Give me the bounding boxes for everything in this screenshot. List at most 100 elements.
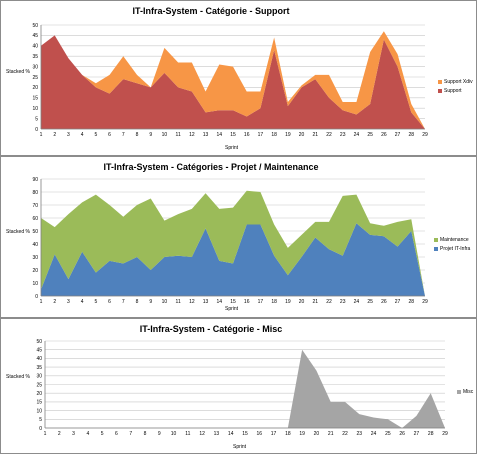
y-axis-label: Stacked % [6,374,30,380]
x-tick-label: 2 [58,431,61,437]
y-tick-label: 20 [32,85,38,91]
x-tick-label: 9 [149,132,152,138]
y-tick-label: 60 [32,216,38,222]
x-tick-label: 17 [258,132,264,138]
series-area-projet-it-infra [41,223,425,296]
x-tick-label: 22 [342,431,348,437]
x-tick-label: 9 [158,431,161,437]
x-tick-label: 29 [442,431,448,437]
x-tick-label: 29 [422,299,428,305]
x-tick-label: 21 [313,299,319,305]
y-tick-label: 40 [32,44,38,50]
x-tick-label: 7 [129,431,132,437]
x-tick-label: 3 [72,431,75,437]
x-tick-label: 17 [271,431,277,437]
y-tick-label: 10 [32,281,38,287]
support-chart-panel: IT-Infra-System - Catégorie - Support St… [0,0,477,156]
y-tick-label: 30 [32,255,38,261]
x-tick-label: 29 [422,132,428,138]
x-tick-label: 18 [285,431,291,437]
legend-item: Support [438,88,473,94]
x-tick-label: 12 [199,431,205,437]
x-tick-label: 2 [53,132,56,138]
y-tick-label: 70 [32,203,38,209]
misc-chart-panel: IT-Infra-System - Catégorie - Misc Stack… [0,318,477,454]
y-tick-label: 50 [32,229,38,235]
x-tick-label: 5 [94,132,97,138]
x-axis-label: Sprint [225,306,239,312]
legend-swatch [434,238,438,242]
legend-item: Misc [457,389,473,395]
x-tick-label: 16 [244,132,250,138]
x-tick-label: 15 [242,431,248,437]
y-tick-label: 40 [32,242,38,248]
x-tick-label: 4 [86,431,89,437]
x-tick-label: 13 [214,431,220,437]
x-tick-label: 7 [122,132,125,138]
legend-swatch [457,390,461,394]
y-tick-label: 35 [36,365,42,371]
x-tick-label: 27 [395,132,401,138]
y-tick-label: 80 [32,190,38,196]
legend-label: Support Xdiv [444,79,473,85]
series-area-support [41,35,425,129]
chart-legend: Maintenance Projet IT-Infra [434,237,470,255]
y-tick-label: 45 [36,348,42,354]
x-tick-label: 16 [257,431,263,437]
chart-title: IT-Infra-System - Catégorie - Misc [139,324,283,334]
x-tick-label: 10 [162,132,168,138]
x-tick-label: 11 [176,299,181,305]
series-area-support-xdiv [41,31,425,130]
x-tick-label: 23 [340,132,346,138]
x-tick-label: 9 [149,299,152,305]
chart-legend: Misc [457,389,473,398]
x-tick-label: 19 [285,132,291,138]
x-tick-label: 14 [228,431,234,437]
x-tick-label: 17 [258,299,264,305]
project-maintenance-chart-panel: IT-Infra-System - Catégories - Projet / … [0,156,477,318]
y-tick-label: 20 [36,391,42,397]
x-tick-label: 8 [136,132,139,138]
legend-swatch [434,247,438,251]
x-tick-label: 20 [299,299,305,305]
y-tick-label: 45 [32,33,38,39]
x-tick-label: 26 [381,299,387,305]
x-axis-label: Sprint [225,145,239,151]
x-tick-label: 26 [399,431,405,437]
x-tick-label: 25 [385,431,391,437]
x-tick-label: 6 [108,299,111,305]
x-tick-label: 15 [230,299,236,305]
x-tick-label: 23 [357,431,363,437]
x-tick-label: 20 [299,132,305,138]
y-tick-label: 90 [32,177,38,183]
series-area-maintenance [41,190,425,296]
y-tick-label: 15 [36,400,42,406]
y-axis-label: Stacked % [6,69,30,75]
x-tick-label: 13 [203,132,209,138]
x-tick-label: 4 [81,299,84,305]
x-tick-label: 4 [81,132,84,138]
x-tick-label: 27 [414,431,420,437]
legend-swatch [438,89,442,93]
legend-label: Projet IT-Infra [440,246,471,252]
y-tick-label: 0 [39,426,42,432]
x-tick-label: 18 [271,299,277,305]
x-axis-label: Sprint [233,444,247,450]
legend-label: Misc [463,389,474,395]
series-area-misc [45,349,445,428]
x-tick-label: 20 [314,431,320,437]
x-tick-label: 11 [176,132,181,138]
x-tick-label: 28 [409,132,415,138]
x-tick-label: 18 [271,132,277,138]
y-tick-label: 50 [36,339,42,345]
x-tick-label: 6 [115,431,118,437]
x-tick-label: 24 [354,299,360,305]
y-tick-label: 0 [35,294,38,300]
x-tick-label: 13 [203,299,209,305]
x-tick-label: 3 [67,132,70,138]
x-tick-label: 16 [244,299,250,305]
y-tick-label: 10 [32,106,38,112]
x-tick-label: 25 [367,132,373,138]
